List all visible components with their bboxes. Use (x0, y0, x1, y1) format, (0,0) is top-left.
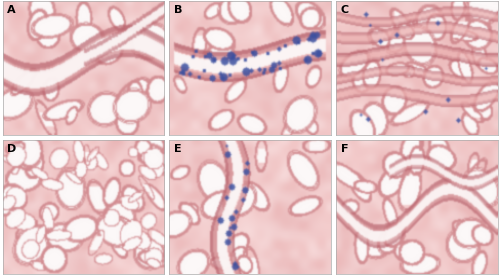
Text: C: C (340, 6, 348, 15)
Text: B: B (174, 6, 182, 15)
Text: F: F (340, 144, 348, 153)
Text: D: D (8, 144, 16, 153)
Text: E: E (174, 144, 182, 153)
Text: A: A (8, 6, 16, 15)
